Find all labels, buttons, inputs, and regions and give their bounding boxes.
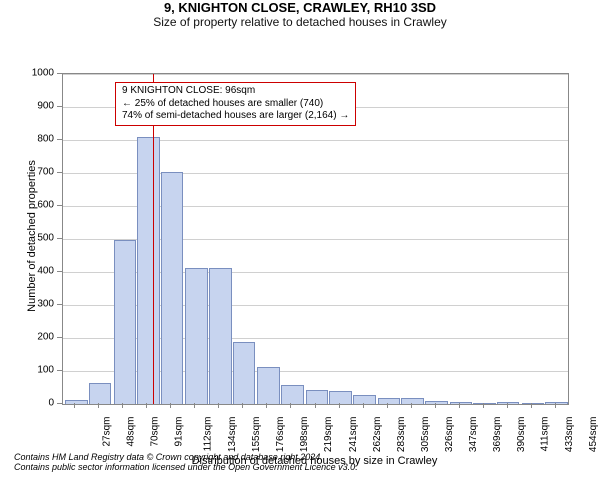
gridline [63,74,568,75]
footer-line-2: Contains public sector information licen… [14,462,358,472]
histogram-bar [522,403,544,404]
x-tick-label: 326sqm [444,417,455,453]
y-tick-mark [57,106,62,107]
histogram-bar [450,402,472,404]
x-tick-label: 347sqm [468,417,479,453]
x-tick-mark [435,403,436,408]
x-tick-mark [74,403,75,408]
y-tick-label: 300 [0,299,54,310]
y-tick-mark [57,337,62,338]
x-tick-label: 369sqm [492,417,503,453]
x-tick-mark [98,403,99,408]
x-tick-mark [459,403,460,408]
x-tick-label: 91sqm [174,417,185,447]
x-tick-mark [315,403,316,408]
histogram-bar [257,367,279,404]
x-tick-mark [507,403,508,408]
y-tick-mark [57,304,62,305]
plot-wrap: Number of detached properties 9 KNIGHTON… [0,29,600,473]
histogram-bar [545,402,567,404]
y-tick-label: 1000 [0,68,54,79]
x-tick-mark [170,403,171,408]
annotation-line: 74% of semi-detached houses are larger (… [122,110,349,123]
x-tick-mark [555,403,556,408]
y-tick-label: 700 [0,167,54,178]
y-tick-mark [57,73,62,74]
y-tick-mark [57,172,62,173]
page-title: 9, KNIGHTON CLOSE, CRAWLEY, RH10 3SD [0,0,600,15]
x-tick-label: 198sqm [300,417,311,453]
histogram-bar [89,383,111,404]
x-tick-mark [411,403,412,408]
y-tick-label: 900 [0,101,54,112]
histogram-bar [353,395,375,404]
histogram-bar [473,403,495,404]
footer: Contains HM Land Registry data © Crown c… [6,452,358,473]
x-tick-mark [339,403,340,408]
annotation-line: ← 25% of detached houses are smaller (74… [122,98,349,111]
x-tick-mark [194,403,195,408]
x-tick-mark [122,403,123,408]
x-tick-label: 262sqm [372,417,383,453]
x-tick-label: 241sqm [348,417,359,453]
x-tick-label: 155sqm [252,417,263,453]
histogram-bar [185,268,207,404]
x-tick-label: 454sqm [588,417,599,453]
x-tick-label: 112sqm [203,417,214,452]
histogram-bar [65,400,87,404]
x-tick-label: 176sqm [276,417,287,453]
y-tick-label: 0 [0,398,54,409]
y-tick-mark [57,271,62,272]
x-tick-mark [531,403,532,408]
y-tick-label: 400 [0,266,54,277]
x-tick-label: 390sqm [516,417,527,453]
x-tick-mark [242,403,243,408]
x-tick-label: 219sqm [324,417,335,453]
annotation-line: 9 KNIGHTON CLOSE: 96sqm [122,85,349,98]
x-tick-mark [218,403,219,408]
plot-area: 9 KNIGHTON CLOSE: 96sqm← 25% of detached… [62,73,569,405]
y-tick-mark [57,370,62,371]
page-subtitle: Size of property relative to detached ho… [0,15,600,29]
x-tick-mark [387,403,388,408]
annotation-box: 9 KNIGHTON CLOSE: 96sqm← 25% of detached… [115,82,356,126]
y-tick-mark [57,205,62,206]
x-tick-label: 283sqm [396,417,407,453]
x-tick-label: 134sqm [228,417,239,453]
histogram-bar [281,385,303,404]
x-tick-label: 433sqm [564,417,575,453]
y-tick-label: 500 [0,233,54,244]
histogram-bar [425,401,447,404]
histogram-bar [329,391,351,404]
x-tick-mark [290,403,291,408]
histogram-bar [233,342,255,404]
x-tick-label: 70sqm [150,417,161,447]
y-tick-mark [57,139,62,140]
histogram-bar [378,398,400,404]
histogram-bar [137,137,159,404]
y-tick-label: 100 [0,365,54,376]
x-tick-label: 305sqm [420,417,431,453]
x-tick-mark [146,403,147,408]
y-tick-mark [57,403,62,404]
x-tick-mark [266,403,267,408]
footer-line-1: Contains HM Land Registry data © Crown c… [14,452,358,462]
y-tick-label: 600 [0,200,54,211]
y-tick-mark [57,238,62,239]
x-tick-label: 48sqm [126,417,137,447]
histogram-bar [497,402,519,404]
histogram-bar [161,172,183,404]
histogram-bar [209,268,231,404]
x-tick-mark [483,403,484,408]
histogram-bar [401,398,423,404]
histogram-bar [306,390,328,404]
histogram-bar [114,240,136,404]
x-tick-label: 411sqm [539,417,550,452]
x-tick-label: 27sqm [102,417,113,447]
y-tick-label: 200 [0,332,54,343]
y-tick-label: 800 [0,134,54,145]
x-tick-mark [363,403,364,408]
